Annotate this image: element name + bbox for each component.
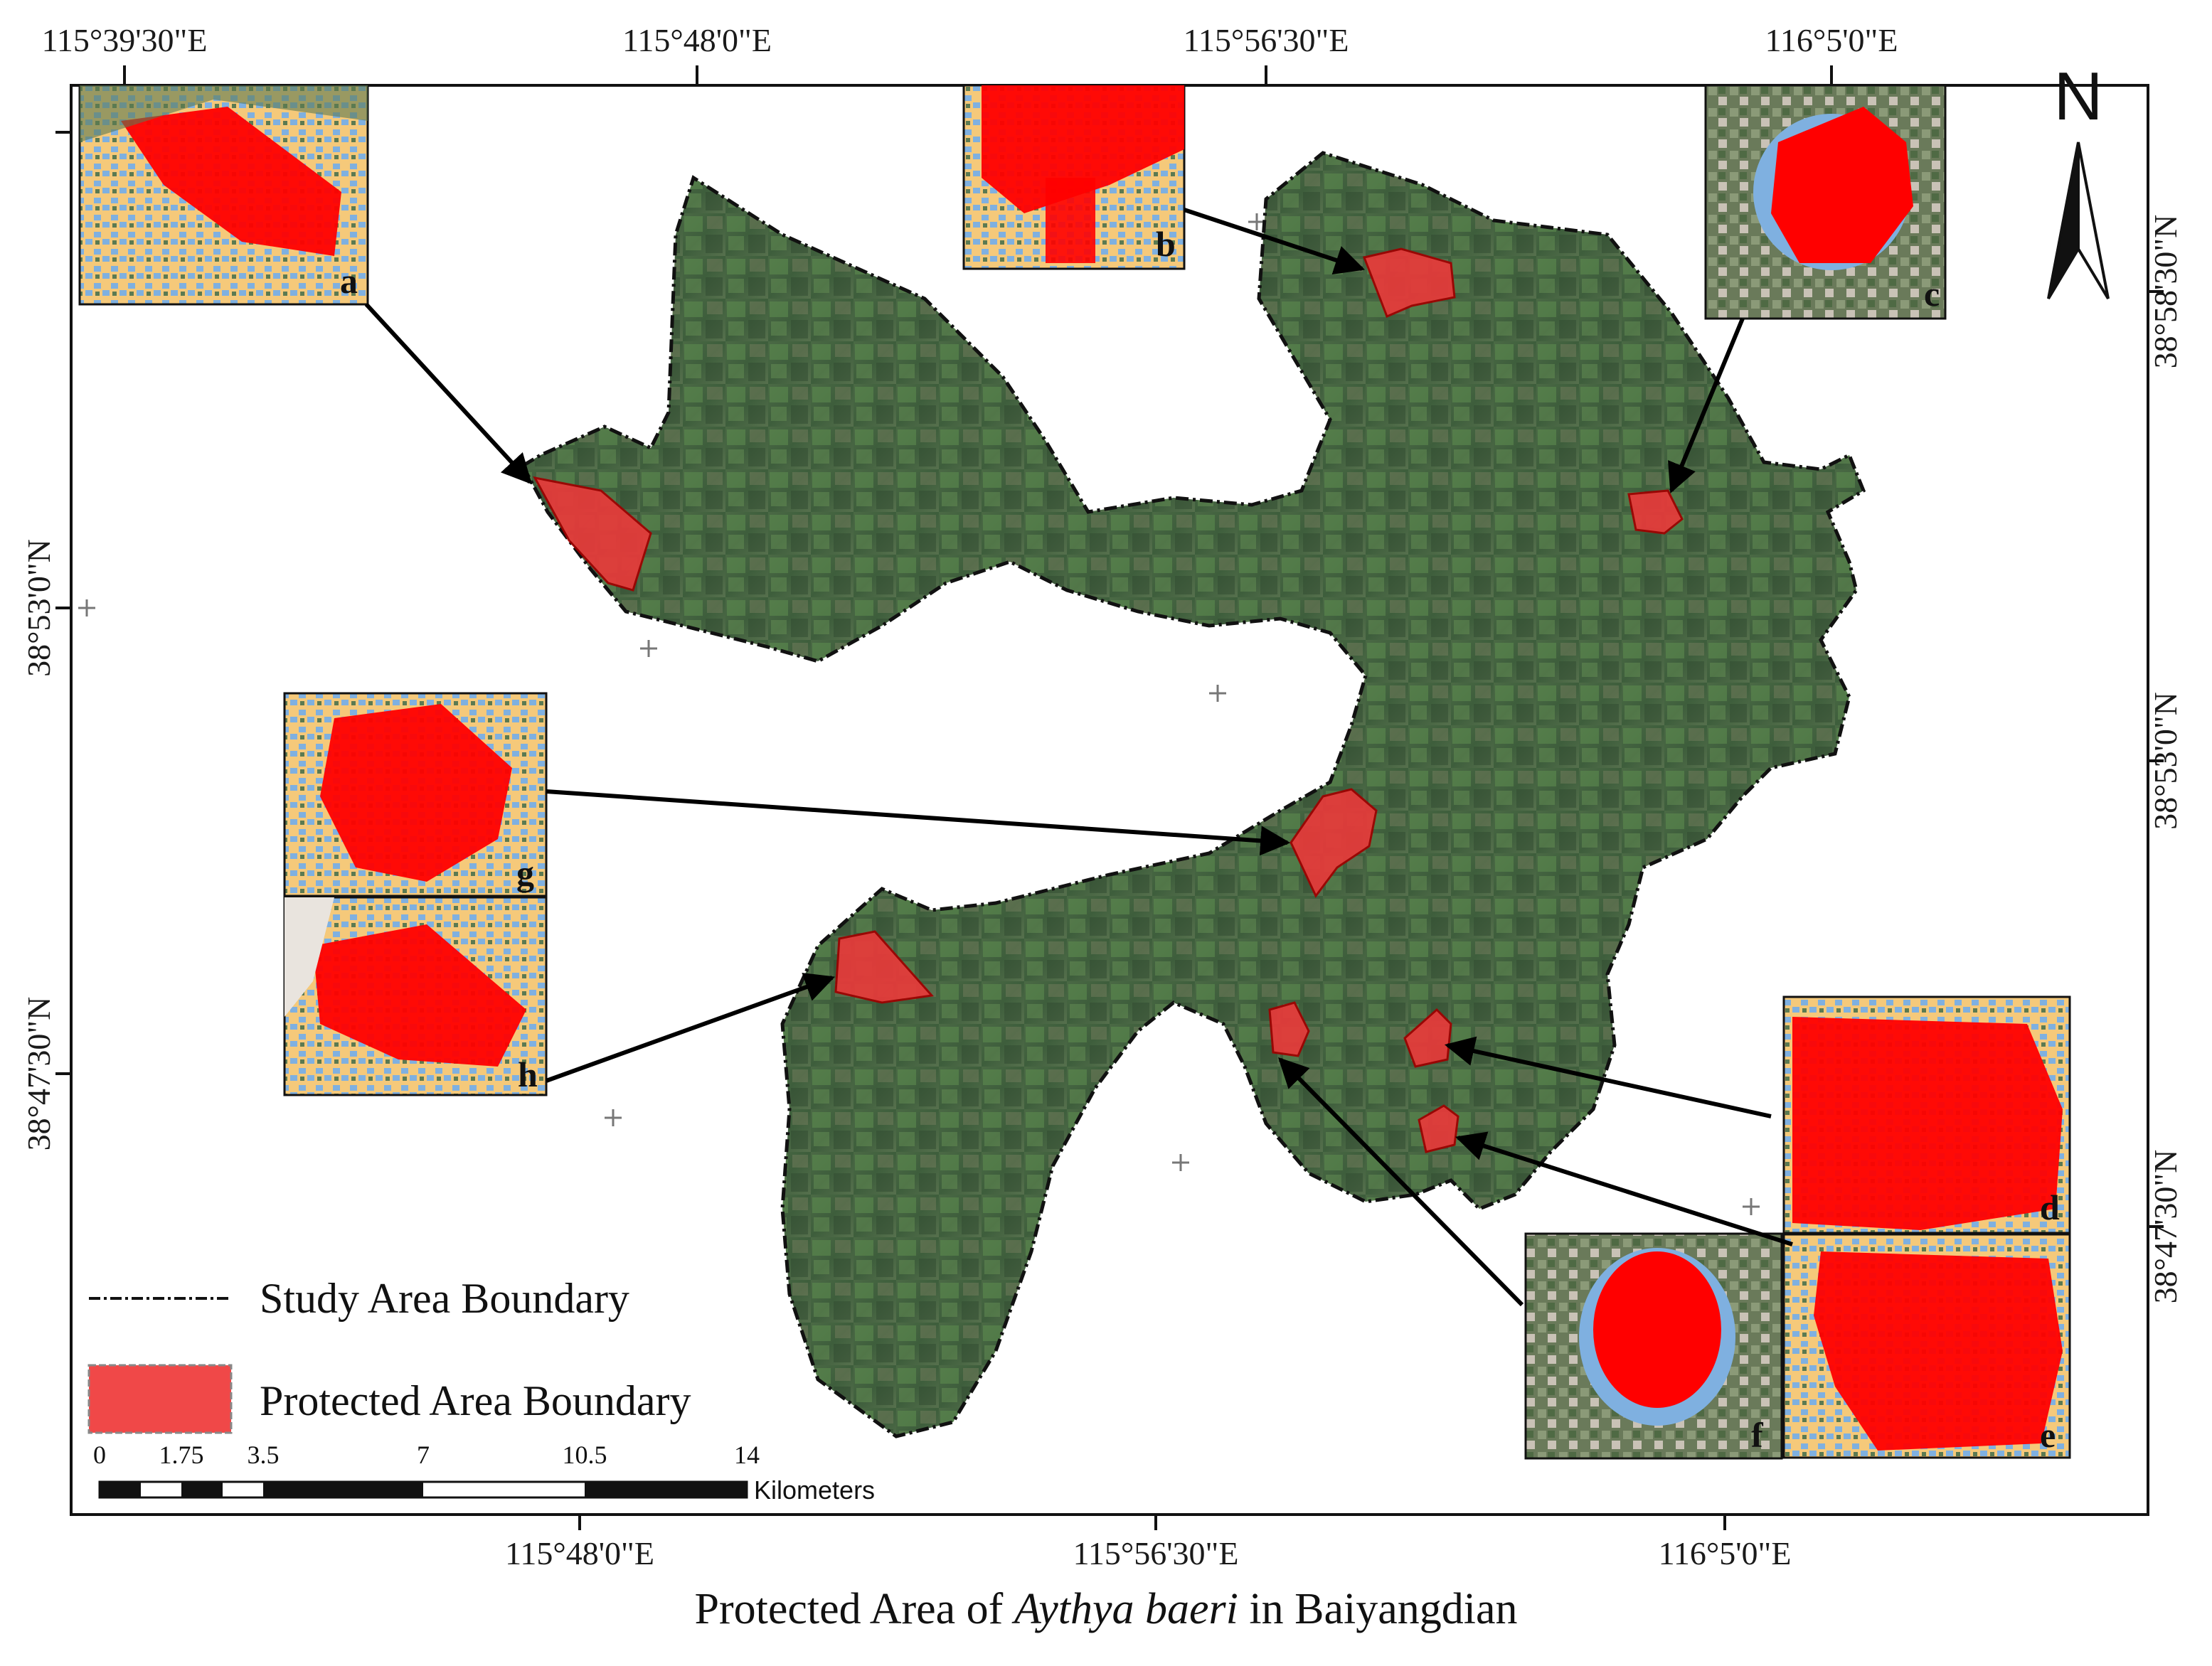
top-longitude-label: 115°39'30"E <box>42 22 208 58</box>
protected-area-c <box>1627 489 1684 535</box>
bottom-longitude-label: 115°48'0"E <box>505 1535 654 1571</box>
protected-area-f <box>1268 1001 1310 1057</box>
leader-arrows <box>364 208 1793 1307</box>
inset-d: d <box>1782 995 2071 1234</box>
left-latitude-labels: 38°53'0"N 38°47'30"N <box>21 539 57 1150</box>
inset-label-h: h <box>518 1054 538 1094</box>
scale-tick-label: 10.5 <box>563 1441 607 1469</box>
arrow-f <box>1278 1057 1524 1307</box>
bottom-longitude-labels: 115°48'0"E 115°56'30"E 116°5'0"E <box>505 1535 1791 1571</box>
arrow-e <box>1455 1131 1793 1246</box>
bottom-ticks <box>578 1515 1726 1530</box>
scale-tick-label: 3.5 <box>248 1441 280 1469</box>
top-longitude-labels: 115°39'30"E 115°48'0"E 115°56'30"E 116°5… <box>42 22 1898 58</box>
inset-label-g: g <box>516 853 534 893</box>
top-longitude-label: 115°56'30"E <box>1184 22 1349 58</box>
scale-unit: Kilometers <box>754 1475 875 1505</box>
north-arrow: N <box>2047 58 2110 300</box>
left-latitude-label: 38°47'30"N <box>21 997 57 1151</box>
caption-prefix: Protected Area of <box>694 1585 1014 1633</box>
protected-area-h <box>834 930 934 1004</box>
scale-tick-label: 1.75 <box>159 1441 204 1469</box>
inset-label-a: a <box>340 261 358 301</box>
inset-g: g <box>283 692 548 897</box>
protected-area-b <box>1362 247 1456 318</box>
arrow-h <box>545 973 835 1083</box>
study-area <box>520 151 1866 1438</box>
insets: a b c g h <box>78 84 2071 1460</box>
left-ticks <box>55 131 71 1075</box>
scale-tick-label: 14 <box>734 1441 760 1469</box>
legend: Study Area Boundary Protected Area Bound… <box>87 1275 691 1434</box>
arrow-g <box>546 789 1291 856</box>
protected-area-a <box>533 476 652 592</box>
caption-suffix: in Baiyangdian <box>1238 1585 1518 1633</box>
inset-c: c <box>1704 84 1947 320</box>
arrow-a <box>364 302 532 485</box>
inset-label-f: f <box>1751 1415 1764 1455</box>
legend-protected-area-symbol <box>87 1364 233 1434</box>
bottom-longitude-label: 115°56'30"E <box>1073 1535 1239 1571</box>
top-ticks <box>123 65 1833 85</box>
top-longitude-label: 116°5'0"E <box>1765 22 1898 58</box>
legend-protected-area-label: Protected Area Boundary <box>260 1377 691 1424</box>
inset-e: e <box>1782 1233 2071 1459</box>
inset-f: f <box>1524 1232 1783 1460</box>
protected-area-e <box>1418 1104 1459 1153</box>
inset-label-e: e <box>2040 1415 2056 1455</box>
graticule-crosses <box>78 213 1760 1215</box>
scale-tick-label: 0 <box>93 1441 106 1469</box>
caption-species: Aythya baeri <box>1014 1585 1238 1633</box>
study-area-shape <box>520 151 1866 1438</box>
arrow-b <box>1184 208 1365 275</box>
top-longitude-label: 115°48'0"E <box>622 22 772 58</box>
bottom-longitude-label: 116°5'0"E <box>1659 1535 1792 1571</box>
inset-h: h <box>283 896 548 1096</box>
inset-label-d: d <box>2040 1187 2060 1227</box>
protected-area-g <box>1290 788 1378 898</box>
inset-label-c: c <box>1924 274 1940 314</box>
scale-bar: 0 1.75 3.5 7 10.5 14 Kilometers <box>93 1441 875 1505</box>
protected-areas <box>533 247 1684 1153</box>
inset-a: a <box>78 84 369 306</box>
figure-caption: Protected Area of Aythya baeri in Baiyan… <box>0 1584 2212 1635</box>
inset-b: b <box>962 84 1186 270</box>
scale-ticks: 0 1.75 3.5 7 10.5 14 <box>93 1441 760 1469</box>
left-latitude-label: 38°53'0"N <box>21 539 57 677</box>
right-ticks <box>2148 290 2164 1228</box>
legend-study-area-label: Study Area Boundary <box>260 1275 629 1322</box>
right-latitude-labels: 38°58'30"N 38°53'0"N 38°47'30"N <box>2147 215 2184 1304</box>
arrow-d <box>1444 1036 1772 1118</box>
inset-label-b: b <box>1156 224 1176 264</box>
north-arrow-label: N <box>2053 58 2102 134</box>
arrow-c <box>1668 317 1745 493</box>
scale-tick-label: 7 <box>417 1441 430 1469</box>
